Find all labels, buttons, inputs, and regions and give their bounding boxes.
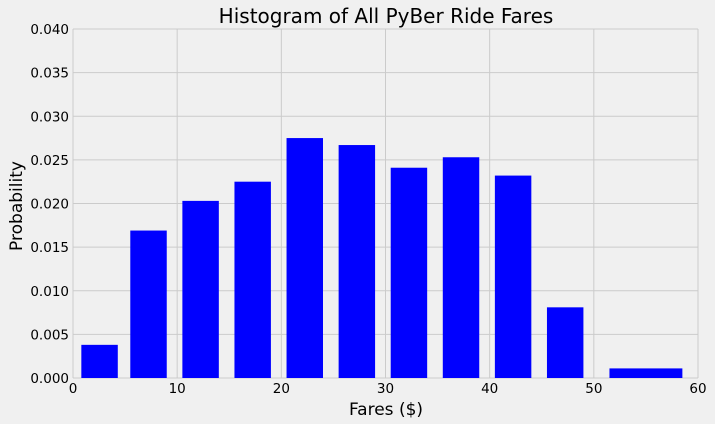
histogram-bar — [81, 344, 118, 378]
x-tick-label: 0 — [69, 381, 78, 397]
histogram-bar — [609, 368, 683, 378]
histogram-bar — [130, 230, 167, 378]
y-tick-label: 0.015 — [30, 240, 69, 256]
y-axis-label: Probability — [7, 161, 27, 251]
y-tick-label: 0.040 — [30, 22, 69, 38]
y-tick-label: 0.010 — [30, 284, 69, 300]
x-tick-labels: 0 10 20 30 40 50 60 — [69, 381, 707, 397]
histogram-bar — [286, 138, 323, 378]
x-tick-label: 40 — [481, 381, 498, 397]
y-tick-label: 0.000 — [30, 371, 69, 387]
x-tick-label: 30 — [377, 381, 394, 397]
y-tick-label: 0.005 — [30, 327, 69, 343]
y-tick-label: 0.030 — [30, 109, 69, 125]
y-tick-labels: 0.000 0.005 0.010 0.015 0.020 0.025 0.030 0.035… — [30, 22, 69, 387]
histogram-bar — [494, 175, 532, 378]
histogram-bar — [338, 145, 376, 378]
histogram-bar — [182, 200, 219, 378]
y-tick-label: 0.035 — [30, 66, 69, 82]
x-tick-label: 60 — [689, 381, 706, 397]
histogram-bar — [546, 307, 584, 378]
x-axis-label: Fares ($) — [349, 400, 423, 420]
bars — [81, 138, 683, 378]
x-tick-label: 10 — [169, 381, 186, 397]
histogram-bar — [234, 181, 271, 378]
y-tick-label: 0.020 — [30, 197, 69, 213]
x-tick-label: 50 — [585, 381, 602, 397]
x-tick-label: 20 — [273, 381, 290, 397]
chart-title: Histogram of All PyBer Ride Fares — [219, 4, 554, 28]
y-tick-label: 0.025 — [30, 153, 69, 169]
grid — [72, 28, 699, 379]
histogram-bar — [442, 157, 480, 378]
histogram-bar — [390, 167, 428, 378]
